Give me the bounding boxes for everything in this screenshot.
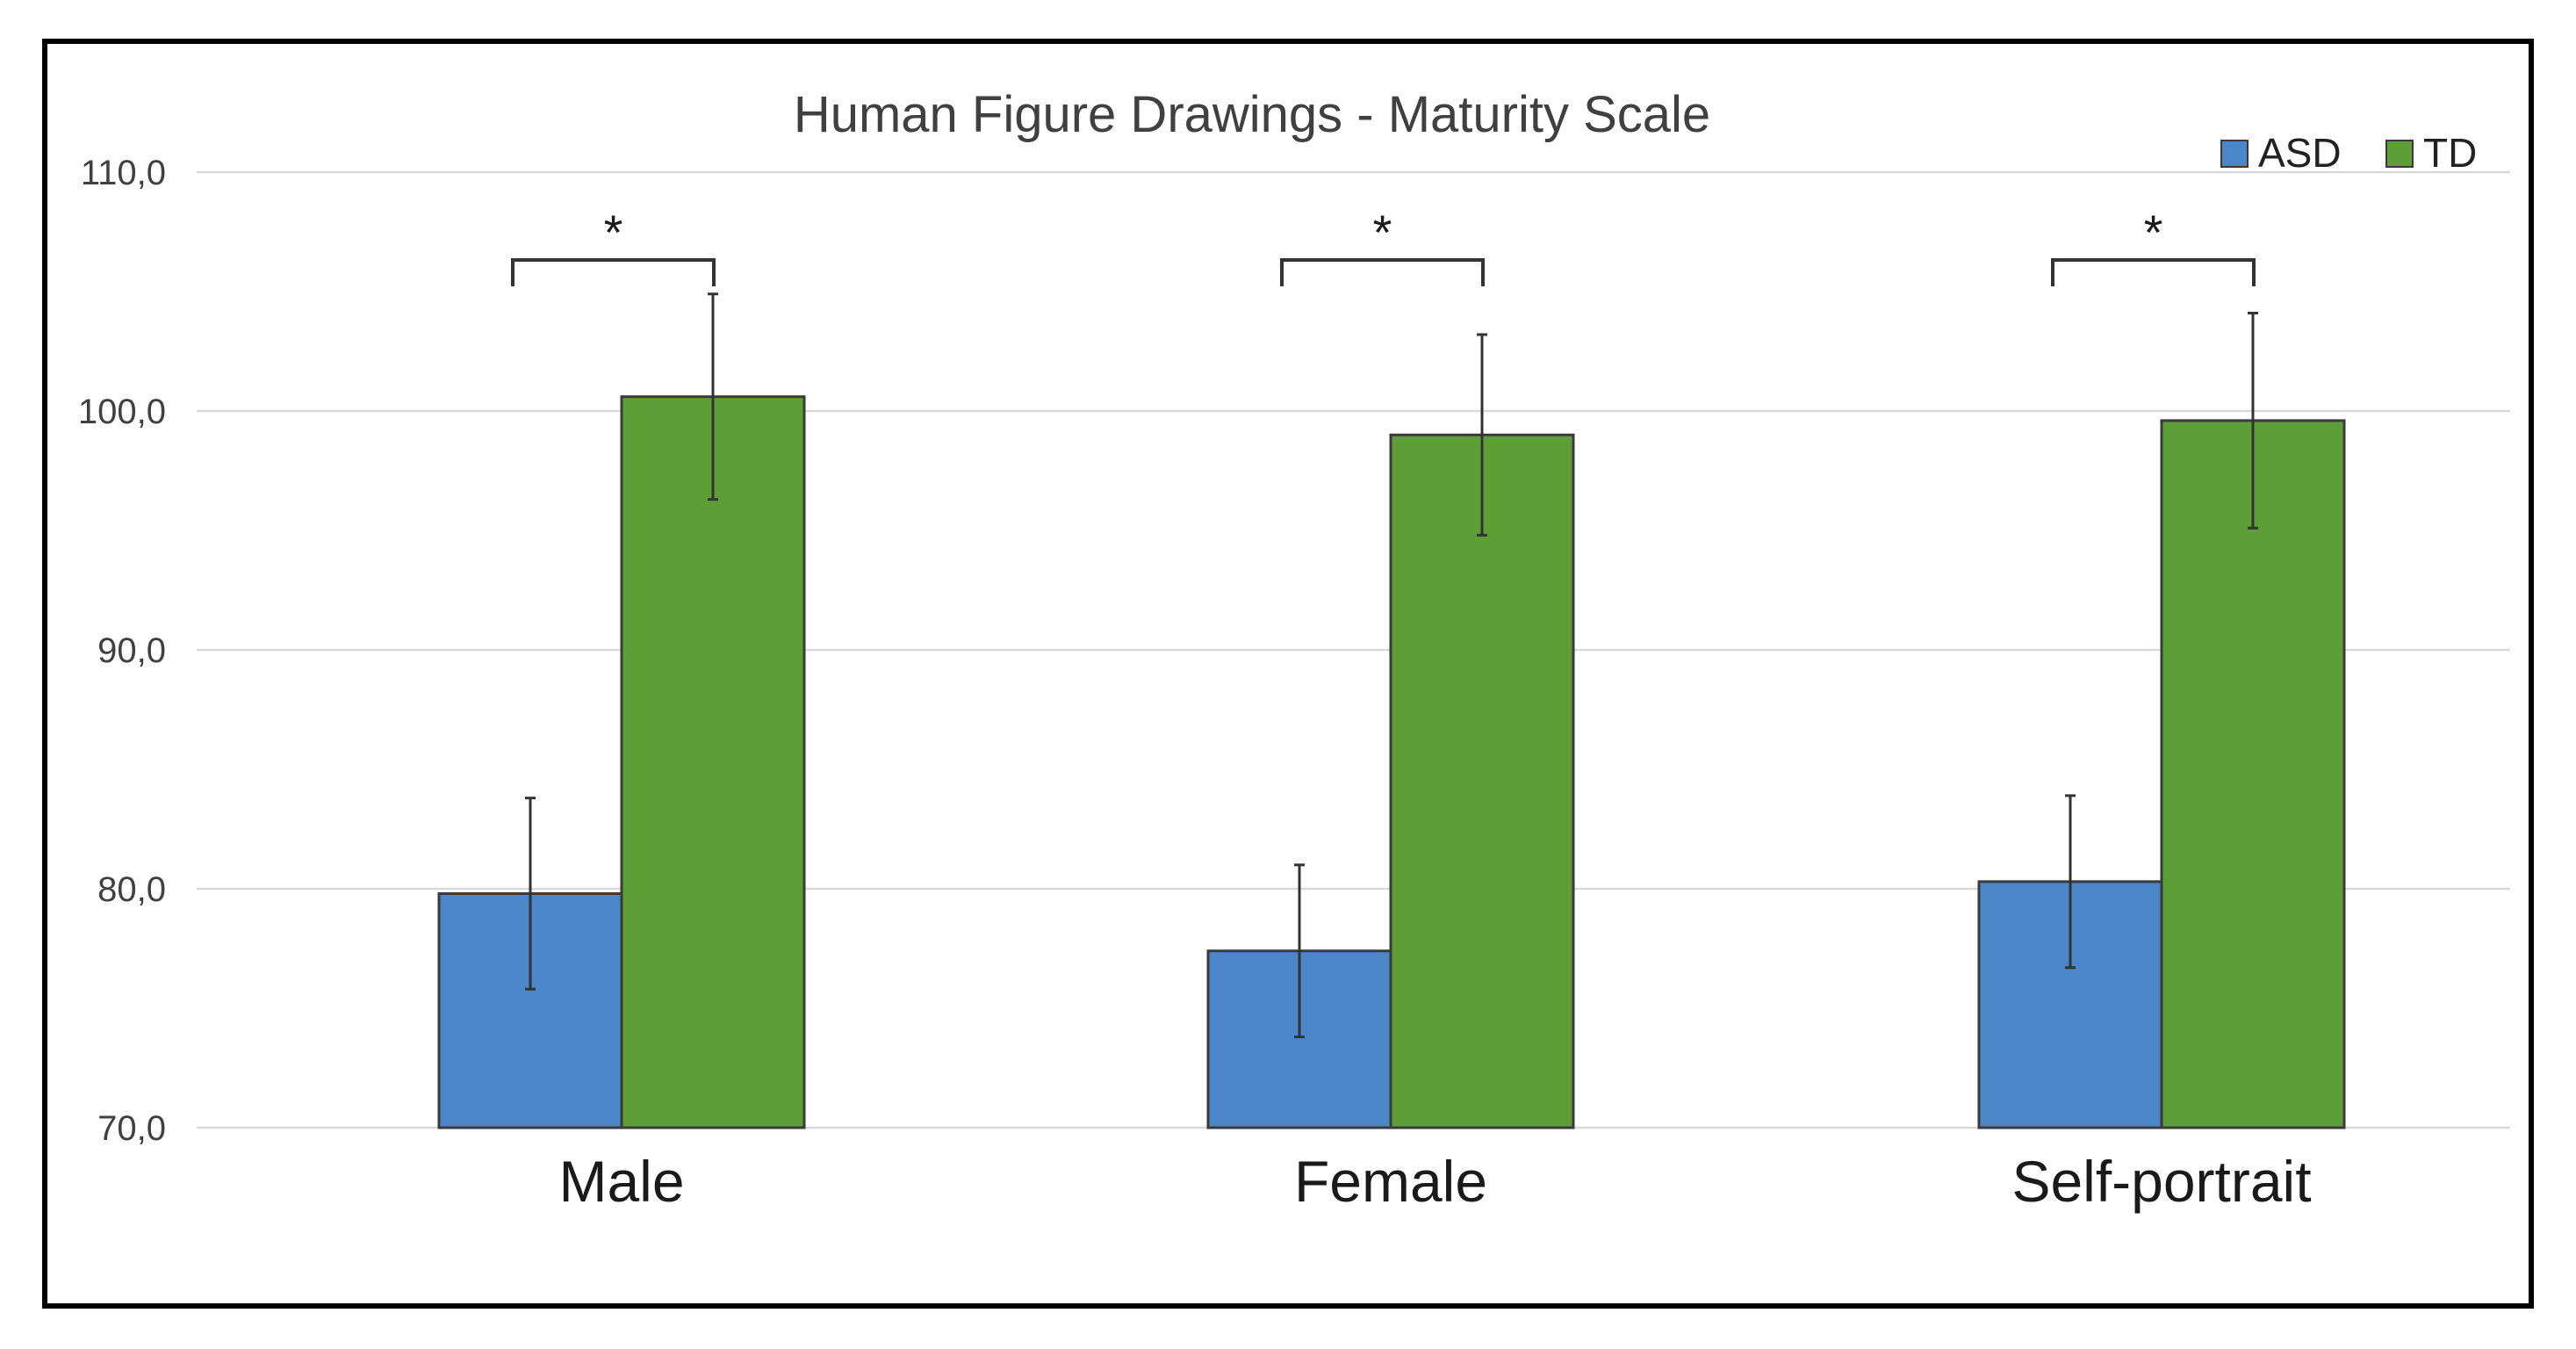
x-tick-label: Self-portrait xyxy=(2011,1149,2311,1214)
legend-swatch-asd xyxy=(2220,140,2249,168)
y-tick-label: 100,0 xyxy=(78,393,166,431)
y-tick-label: 70,0 xyxy=(97,1109,166,1148)
legend: ASD TD xyxy=(2220,130,2477,176)
y-tick-label: 90,0 xyxy=(97,631,166,670)
legend-label-asd: ASD xyxy=(2258,130,2342,176)
bar-chart: 70,0 80,0 90,0 100,0 110,0 * * * Male Female Sel… xyxy=(78,86,2510,1214)
bar-asd xyxy=(1206,949,1392,1129)
error-bars xyxy=(525,292,2258,1039)
significance-marker: * xyxy=(2144,205,2163,260)
significance-brackets: * * * xyxy=(511,205,2256,286)
bar-td xyxy=(620,395,806,1129)
significance-bracket xyxy=(1280,258,1485,286)
significance-bracket xyxy=(511,258,716,286)
x-tick-label: Male xyxy=(558,1149,684,1214)
y-axis-ticks: 70,0 80,0 90,0 100,0 110,0 xyxy=(78,154,166,1148)
chart-frame: 70,0 80,0 90,0 100,0 110,0 * * * Male Female Sel… xyxy=(42,39,2534,1309)
x-axis-ticks: Male Female Self-portrait xyxy=(558,1149,2311,1214)
significance-bracket xyxy=(2051,258,2256,286)
bar-td xyxy=(1389,433,1575,1129)
significance-marker: * xyxy=(604,205,623,260)
y-tick-label: 110,0 xyxy=(81,154,166,192)
y-tick-label: 80,0 xyxy=(97,870,166,909)
legend-swatch-td xyxy=(2385,140,2414,168)
significance-marker: * xyxy=(1373,205,1392,260)
x-tick-label: Female xyxy=(1294,1149,1487,1214)
chart-title: Human Figure Drawings - Maturity Scale xyxy=(794,86,1710,143)
legend-label-td: TD xyxy=(2423,130,2477,176)
bars xyxy=(437,395,2346,1129)
